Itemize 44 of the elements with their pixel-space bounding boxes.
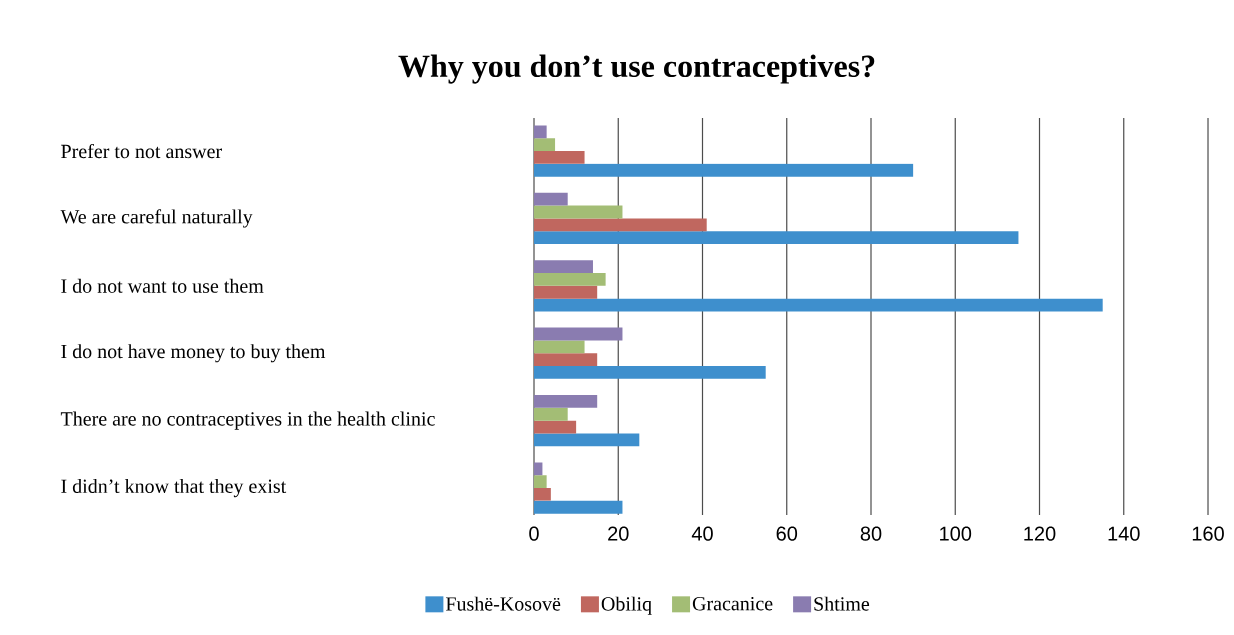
bar bbox=[534, 260, 593, 274]
x-tick-label: 20 bbox=[608, 526, 629, 541]
bar bbox=[534, 353, 598, 367]
bar bbox=[534, 192, 568, 206]
bar bbox=[534, 231, 1019, 245]
bar bbox=[534, 488, 551, 501]
x-tick-label: 80 bbox=[860, 526, 882, 541]
bar bbox=[534, 366, 766, 379]
legend-label: Shtime bbox=[814, 596, 870, 611]
y-tick-label: I do not want to use them bbox=[61, 278, 264, 293]
bar bbox=[534, 433, 640, 447]
x-tick-label: 140 bbox=[1108, 526, 1140, 541]
bar bbox=[534, 475, 547, 489]
bar bbox=[534, 420, 577, 434]
bar bbox=[534, 500, 623, 514]
bar bbox=[534, 218, 707, 232]
bar bbox=[534, 298, 1103, 312]
y-tick-label: Prefer to not answer bbox=[61, 143, 222, 159]
x-tick-label: 40 bbox=[691, 526, 713, 541]
bar bbox=[534, 395, 598, 408]
bar bbox=[534, 205, 623, 219]
x-tick-label: 160 bbox=[1192, 526, 1224, 541]
bar bbox=[534, 125, 547, 139]
legend-label: Gracanice bbox=[692, 596, 773, 611]
y-tick-label: I do not have money to buy them bbox=[61, 344, 326, 363]
y-tick-label: We are careful naturally bbox=[60, 209, 253, 228]
bar bbox=[534, 138, 556, 152]
legend-label: Fushë-Kosovë bbox=[445, 596, 561, 611]
bar bbox=[534, 285, 598, 299]
x-tick-label: 120 bbox=[1024, 526, 1056, 541]
y-tick-label: I didn’t know that they exist bbox=[61, 478, 287, 498]
bar bbox=[534, 327, 623, 341]
bar bbox=[534, 163, 914, 177]
bar bbox=[534, 340, 585, 354]
chart-title: Why you don’t use contraceptives? bbox=[398, 54, 875, 84]
x-tick-label: 60 bbox=[776, 526, 798, 541]
x-tick-label: 100 bbox=[940, 526, 972, 541]
bar bbox=[534, 151, 585, 164]
y-tick-label: There are no contraceptives in the health clinic bbox=[60, 411, 435, 430]
x-tick-label: 0 bbox=[529, 526, 539, 541]
bar bbox=[534, 273, 606, 286]
bar bbox=[534, 462, 543, 476]
legend-label: Obiliq bbox=[601, 596, 652, 615]
bar bbox=[534, 407, 568, 421]
